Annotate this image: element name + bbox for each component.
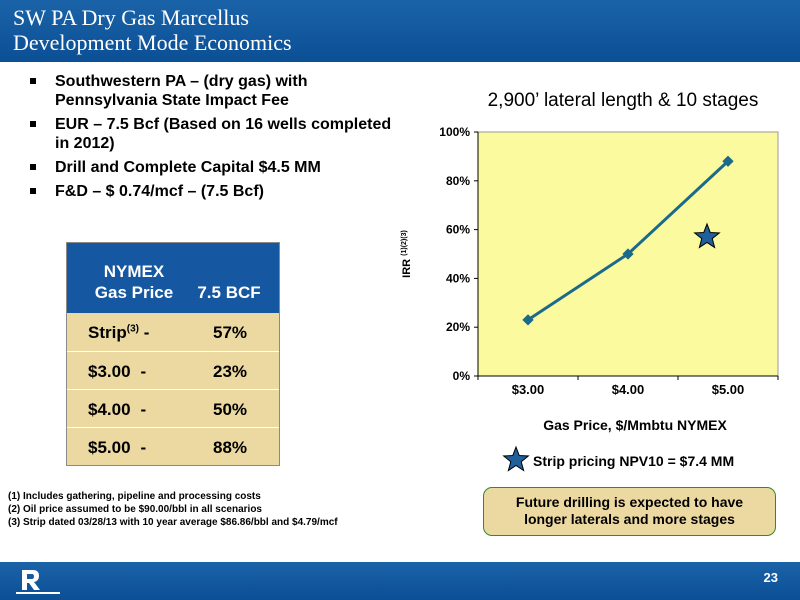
irr-line-chart: 2,900’ lateral length & 10 stages 0% 20% 4… [401,90,779,472]
range-resources-logo [16,570,60,594]
legend-label: Strip pricing NPV10 = $7.4 MM [533,453,734,469]
bullet-item: F&D – $ 0.74/mcf – (7.5 Bcf) [28,182,408,201]
y-tick-label: 20% [446,320,470,334]
footnotes: (1) Includes gathering, pipeline and pro… [8,490,338,529]
x-axis-label: Gas Price, $/Mmbtu NYMEX [543,417,727,433]
table-row: $3.00- 23% [67,351,279,390]
price-cell: $5.00- [88,438,147,457]
y-tick-label: 60% [446,223,470,237]
table-row: $4.00- 50% [67,389,279,428]
title-bar [0,0,800,62]
y-tick-label: 40% [446,271,470,285]
table-header-line2: Gas Price [94,283,174,302]
slide-title: SW PA Dry Gas Marcellus Development Mode… [13,5,292,55]
irr-cell: 50% [212,400,248,419]
irr-cell: 88% [212,438,248,457]
strip-price-star [693,222,721,249]
bullet-list: Southwestern PA – (dry gas) with Pennsyl… [28,72,408,206]
future-drilling-callout: Future drilling is expected to have long… [483,487,776,536]
nymex-irr-table: NYMEX Gas Price 7.5 BCF Strip(3) - 57% $… [66,242,280,466]
table-row: Strip(3) - 57% [67,313,279,351]
y-tick-label: 80% [446,174,470,188]
slide-title-line2: Development Mode Economics [13,30,292,55]
bullet-item: Drill and Complete Capital $4.5 MM [28,158,408,177]
footer-bar [0,562,800,600]
slide-title-line1: SW PA Dry Gas Marcellus [13,5,249,30]
data-point-marker [622,248,634,260]
table-body: Strip(3) - 57% $3.00- 23% $4.00- 50% $5.… [67,313,279,465]
callout-line2: longer laterals and more stages [524,511,735,527]
chart-title: 2,900’ lateral length & 10 stages [488,90,759,111]
table-header-price: NYMEX Gas Price [79,261,189,303]
table-header: NYMEX Gas Price 7.5 BCF [67,243,279,313]
bullet-item: EUR – 7.5 Bcf (Based on 16 wells complet… [28,115,408,153]
x-tick-label: $3.00 [512,382,545,397]
y-tick-label: 100% [439,125,470,139]
footnote: (1) Includes gathering, pipeline and pro… [8,491,261,502]
irr-cell: 57% [212,323,248,342]
footnote: (3) Strip dated 03/28/13 with 10 year av… [8,517,338,528]
price-cell: $4.00- [88,400,147,419]
footnote: (2) Oil price assumed to be $90.00/bbl i… [8,504,262,515]
x-axis: $3.00 $4.00 $5.00 [477,375,779,397]
legend-star-marker [502,445,530,472]
table-header-bcf: 7.5 BCF [197,283,261,302]
chart-legend: Strip pricing NPV10 = $7.4 MM [502,445,734,472]
price-cell: $3.00- [88,362,147,381]
x-tick-label: $4.00 [612,382,645,397]
y-axis-label: IRR (1)(2)(3) [401,230,413,278]
table-row: $5.00- 88% [67,427,279,466]
y-tick-label: 0% [453,369,471,383]
page-number: 23 [763,570,778,585]
x-tick-label: $5.00 [712,382,745,397]
callout-line1: Future drilling is expected to have [515,494,744,510]
irr-cell: 23% [212,362,248,381]
bullet-item: Southwestern PA – (dry gas) with Pennsyl… [28,72,408,110]
table-header-line1: NYMEX [103,262,165,281]
y-axis: 0% 20% 40% 60% 80% 100% [439,125,479,383]
price-cell: Strip(3) - [88,323,150,342]
